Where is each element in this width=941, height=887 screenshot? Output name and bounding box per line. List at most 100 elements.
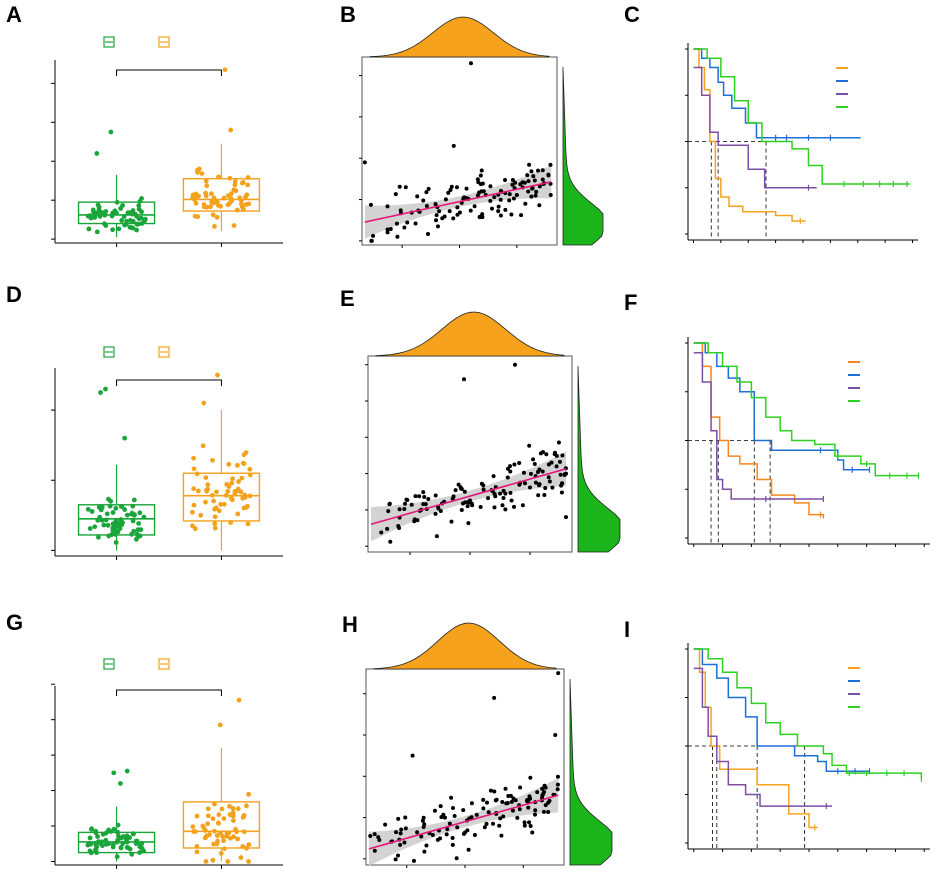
- data-point: [523, 201, 528, 206]
- data-point: [540, 469, 545, 474]
- data-point: [533, 480, 538, 485]
- data-point: [402, 840, 407, 845]
- data-point: [96, 534, 101, 540]
- data-point: [542, 790, 547, 795]
- data-point: [208, 204, 213, 210]
- data-point-outlier: [236, 697, 242, 703]
- data-point: [388, 226, 393, 231]
- data-point: [394, 221, 399, 226]
- data-point: [397, 184, 402, 189]
- data-point: [503, 507, 508, 512]
- risk-score-density: [375, 311, 565, 357]
- data-point: [210, 816, 216, 822]
- data-point-outlier: [124, 768, 130, 774]
- data-point: [190, 523, 195, 529]
- data-point: [396, 853, 401, 858]
- data-point: [129, 210, 134, 216]
- data-point: [228, 835, 233, 841]
- survival-curve: [693, 352, 824, 500]
- data-point: [87, 526, 93, 531]
- data-point: [103, 841, 109, 847]
- data-point: [553, 733, 558, 738]
- data-point: [538, 451, 543, 456]
- data-point: [129, 225, 135, 231]
- data-point: [434, 534, 439, 539]
- expression-density: [577, 365, 621, 553]
- data-point: [446, 190, 451, 195]
- data-point: [203, 190, 208, 196]
- data-point: [225, 859, 231, 864]
- data-point: [212, 521, 218, 527]
- data-point: [488, 788, 493, 793]
- data-point: [235, 462, 240, 468]
- survival-curve: [693, 342, 919, 477]
- data-point: [194, 471, 200, 477]
- data-point: [451, 143, 456, 148]
- data-point: [501, 814, 506, 819]
- data-point: [511, 196, 516, 201]
- data-point-outlier: [217, 722, 223, 728]
- data-point: [450, 835, 455, 840]
- data-point: [424, 190, 429, 195]
- data-point: [525, 797, 530, 802]
- data-point: [99, 843, 105, 849]
- data-point: [503, 786, 508, 791]
- data-point: [479, 168, 484, 173]
- data-point: [136, 203, 142, 209]
- data-point: [204, 183, 210, 189]
- data-point: [235, 511, 241, 517]
- data-point: [210, 457, 215, 463]
- data-point: [246, 842, 252, 847]
- data-point: [194, 193, 200, 199]
- data-point: [368, 834, 373, 839]
- data-point-outlier: [98, 390, 103, 395]
- data-point-outlier: [118, 781, 123, 786]
- box-panel-a: [51, 36, 283, 247]
- data-point: [113, 505, 119, 511]
- data-point: [203, 499, 208, 505]
- data-point: [396, 816, 401, 821]
- data-point: [85, 506, 91, 512]
- data-point: [447, 821, 452, 826]
- data-point: [466, 521, 471, 526]
- data-point: [533, 808, 538, 813]
- data-point-outlier: [111, 770, 117, 776]
- data-point: [501, 496, 506, 501]
- data-point: [454, 185, 459, 190]
- data-point: [387, 502, 392, 507]
- data-point: [547, 479, 552, 484]
- data-point: [419, 834, 424, 839]
- data-point: [536, 168, 541, 173]
- data-point: [543, 803, 548, 808]
- risk-score-density: [369, 16, 550, 58]
- data-point: [476, 180, 481, 185]
- data-point: [110, 844, 116, 850]
- data-point: [433, 493, 438, 498]
- data-point: [88, 215, 94, 221]
- data-point: [488, 198, 493, 203]
- data-point: [232, 179, 238, 184]
- data-point: [452, 814, 457, 819]
- data-point: [211, 498, 217, 504]
- data-point: [246, 791, 251, 797]
- data-point: [110, 227, 116, 233]
- data-point: [105, 522, 111, 528]
- data-point: [421, 825, 426, 830]
- data-point: [89, 826, 95, 832]
- data-point: [216, 508, 222, 514]
- data-point: [423, 502, 428, 507]
- box-panel-g: [51, 658, 283, 869]
- data-point: [244, 803, 249, 809]
- data-point: [240, 460, 246, 466]
- data-point: [124, 512, 130, 518]
- data-point: [415, 830, 420, 835]
- data-point: [513, 180, 518, 185]
- data-point: [443, 197, 448, 202]
- data-point: [462, 489, 467, 494]
- data-point: [424, 843, 429, 848]
- data-point: [564, 515, 568, 520]
- data-point: [398, 208, 403, 213]
- data-point: [426, 497, 431, 502]
- data-point: [426, 231, 431, 236]
- data-point: [212, 224, 217, 229]
